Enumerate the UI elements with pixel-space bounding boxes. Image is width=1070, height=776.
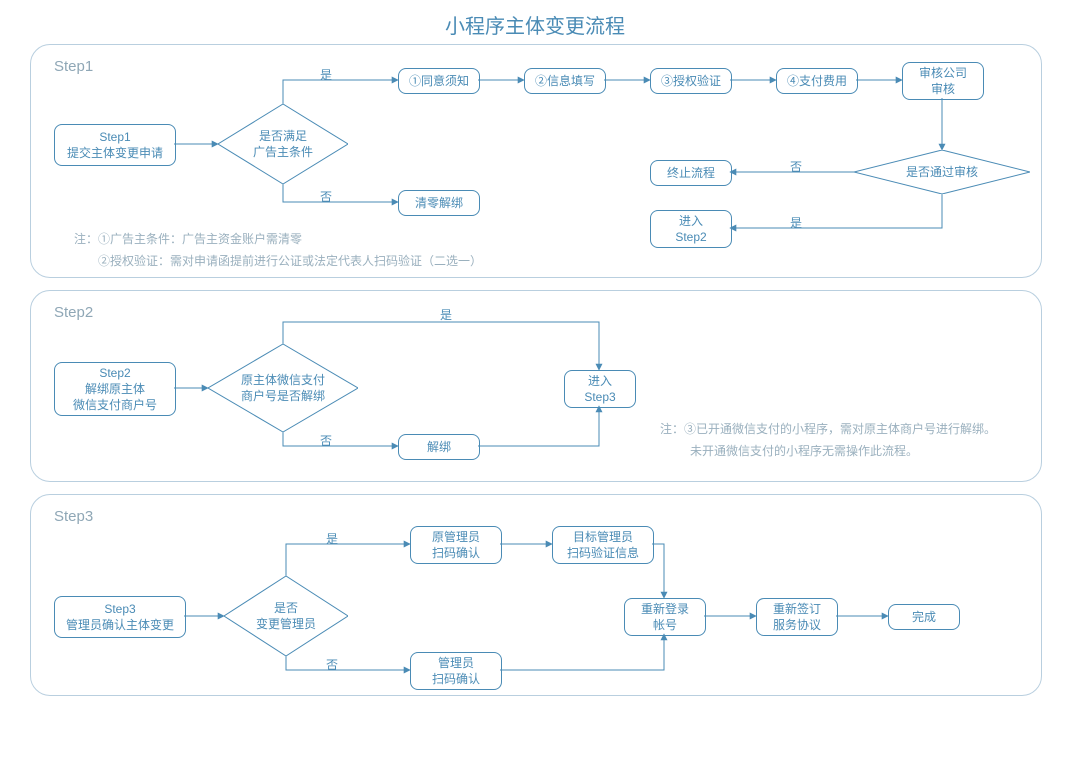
node-b6: 审核公司审核 xyxy=(902,62,984,100)
panel-p3 xyxy=(30,494,1042,696)
edge-label-l2: 否 xyxy=(320,188,332,205)
decision-d2: 是否通过审核 xyxy=(854,150,1030,194)
edge-label-l3: 否 xyxy=(790,158,802,175)
node-b3: ②信息填写 xyxy=(524,68,606,94)
node-b13: Step3管理员确认主体变更 xyxy=(54,596,186,638)
node-b11: 进入Step3 xyxy=(564,370,636,408)
node-b4: ③授权验证 xyxy=(650,68,732,94)
node-b7: 清零解绑 xyxy=(398,190,480,216)
node-b19: 管理员扫码确认 xyxy=(410,652,502,690)
node-b5: ④支付费用 xyxy=(776,68,858,94)
node-b10: Step2解绑原主体微信支付商户号 xyxy=(54,362,176,416)
decision-label-d3: 原主体微信支付商户号是否解绑 xyxy=(208,344,358,432)
node-b15: 目标管理员扫码验证信息 xyxy=(552,526,654,564)
edge-label-l4: 是 xyxy=(790,214,802,231)
decision-label-d2: 是否通过审核 xyxy=(854,150,1030,194)
note-n1: 注：①广告主条件：广告主资金账户需清零 xyxy=(74,230,302,249)
node-b1: Step1提交主体变更申请 xyxy=(54,124,176,166)
step-label-s2: Step2 xyxy=(54,304,93,321)
note-n4: 未开通微信支付的小程序无需操作此流程。 xyxy=(690,442,918,461)
edge-label-l5: 是 xyxy=(440,306,452,323)
decision-d4: 是否变更管理员 xyxy=(224,576,348,656)
node-b17: 重新签订服务协议 xyxy=(756,598,838,636)
edge-label-l7: 是 xyxy=(326,530,338,547)
edge-label-l1: 是 xyxy=(320,66,332,83)
decision-d3: 原主体微信支付商户号是否解绑 xyxy=(208,344,358,432)
decision-label-d1: 是否满足广告主条件 xyxy=(218,104,348,184)
edge-label-l8: 否 xyxy=(326,656,338,673)
node-b14: 原管理员扫码确认 xyxy=(410,526,502,564)
note-n3: 注：③已开通微信支付的小程序，需对原主体商户号进行解绑。 xyxy=(660,420,996,439)
node-b12: 解绑 xyxy=(398,434,480,460)
step-label-s3: Step3 xyxy=(54,508,93,525)
node-b9: 进入Step2 xyxy=(650,210,732,248)
decision-label-d4: 是否变更管理员 xyxy=(224,576,348,656)
edge-label-l6: 否 xyxy=(320,432,332,449)
step-label-s1: Step1 xyxy=(54,58,93,75)
node-b18: 完成 xyxy=(888,604,960,630)
decision-d1: 是否满足广告主条件 xyxy=(218,104,348,184)
page-title: 小程序主体变更流程 xyxy=(0,10,1070,39)
node-b2: ①同意须知 xyxy=(398,68,480,94)
node-b8: 终止流程 xyxy=(650,160,732,186)
node-b16: 重新登录帐号 xyxy=(624,598,706,636)
note-n2: ②授权验证：需对申请函提前进行公证或法定代表人扫码验证（二选一） xyxy=(98,252,482,271)
